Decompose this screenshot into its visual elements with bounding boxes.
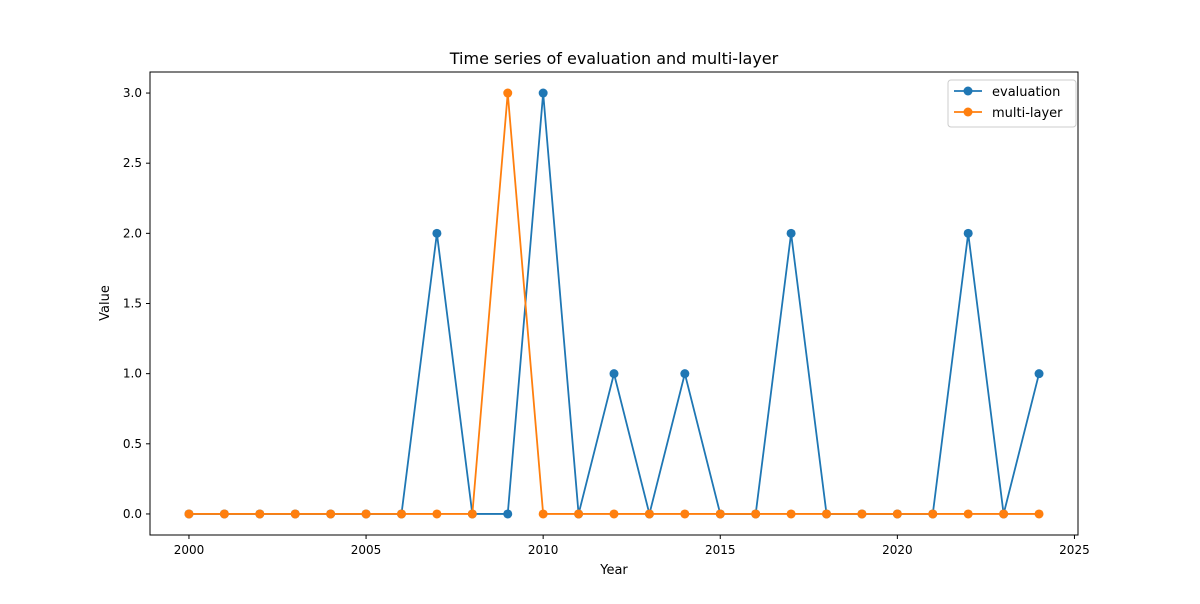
data-point-evaluation (609, 369, 619, 379)
data-point-multi-layer (290, 509, 300, 519)
data-point-multi-layer (396, 509, 406, 519)
data-point-evaluation (538, 88, 548, 98)
data-point-multi-layer (574, 509, 584, 519)
legend-label-evaluation: evaluation (992, 85, 1060, 100)
data-point-multi-layer (1034, 509, 1044, 519)
data-point-evaluation (432, 228, 442, 238)
data-point-multi-layer (503, 88, 513, 98)
data-point-multi-layer (892, 509, 902, 519)
data-point-multi-layer (786, 509, 796, 519)
data-point-multi-layer (184, 509, 194, 519)
data-point-multi-layer (609, 509, 619, 519)
data-point-multi-layer (928, 509, 938, 519)
data-point-multi-layer (999, 509, 1009, 519)
x-tick-label: 2015 (705, 543, 736, 557)
chart-title: Time series of evaluation and multi-laye… (449, 49, 779, 68)
data-point-multi-layer (361, 509, 371, 519)
data-point-evaluation (1034, 369, 1044, 379)
y-tick-label: 2.5 (123, 156, 142, 170)
y-axis-label: Value (98, 285, 113, 321)
data-point-evaluation (680, 369, 690, 379)
data-point-multi-layer (467, 509, 477, 519)
data-point-evaluation (786, 228, 796, 238)
x-tick-label: 2010 (528, 543, 559, 557)
data-point-multi-layer (432, 509, 442, 519)
y-tick-label: 1.0 (123, 367, 142, 381)
data-point-multi-layer (644, 509, 654, 519)
data-point-multi-layer (963, 509, 973, 519)
y-tick-label: 3.0 (123, 86, 142, 100)
x-tick-label: 2000 (174, 543, 205, 557)
plot-area-frame (149, 71, 1079, 536)
y-tick-label: 0.0 (123, 507, 142, 521)
y-tick-label: 2.0 (123, 226, 142, 240)
data-point-multi-layer (715, 509, 725, 519)
data-point-multi-layer (326, 509, 336, 519)
legend-marker-evaluation (963, 86, 973, 96)
data-point-multi-layer (680, 509, 690, 519)
data-point-multi-layer (255, 509, 265, 519)
axis-ticks: 2000 2005 2010 2015 2020 2025 0.0 0.5 1.0 1.5 2.0 2… (123, 86, 1090, 557)
x-tick-label: 2020 (882, 543, 913, 557)
legend-label-multi-layer: multi-layer (992, 106, 1063, 121)
data-point-evaluation (963, 228, 973, 238)
x-tick-label: 2025 (1059, 543, 1090, 557)
data-point-multi-layer (822, 509, 832, 519)
plot-series (184, 88, 1044, 519)
y-tick-label: 0.5 (123, 437, 142, 451)
data-point-multi-layer (219, 509, 229, 519)
x-axis-label: Year (599, 563, 628, 578)
legend-marker-multi-layer (963, 107, 973, 117)
y-tick-label: 1.5 (123, 297, 142, 311)
x-tick-label: 2005 (351, 543, 382, 557)
legend: evaluation multi-layer (947, 79, 1077, 128)
data-point-multi-layer (751, 509, 761, 519)
data-point-multi-layer (857, 509, 867, 519)
data-point-multi-layer (538, 509, 548, 519)
data-point-evaluation (503, 509, 513, 519)
